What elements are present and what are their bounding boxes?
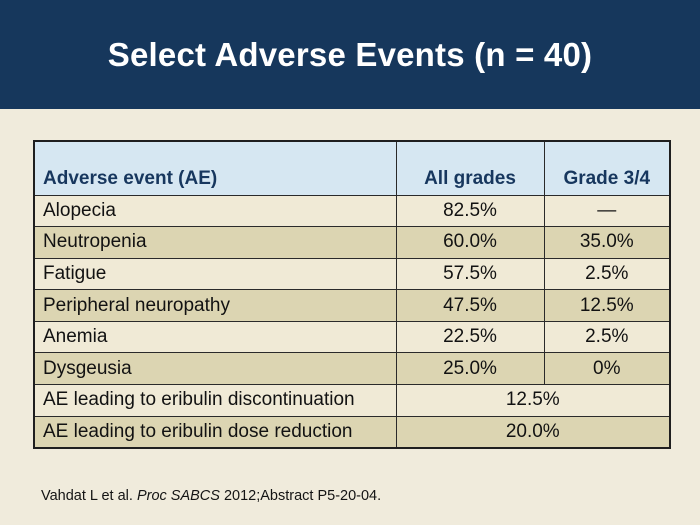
merged-value-cell: 20.0% (395, 415, 671, 449)
event-cell: Dysgeusia (33, 352, 397, 386)
adverse-events-table: Adverse event (AE) All grades Grade 3/4 … (33, 140, 671, 449)
table-row-discontinuation: AE leading to eribulin discontinuation 1… (33, 384, 671, 417)
table-row-peripheral-neuropathy: Peripheral neuropathy 47.5% 12.5% (33, 289, 671, 322)
grade-3-4-cell: 35.0% (543, 226, 671, 259)
table-row-dose-reduction: AE leading to eribulin dose reduction 20… (33, 415, 671, 449)
header-all-grades: All grades (395, 140, 545, 196)
grade-3-4-cell: 12.5% (543, 289, 671, 322)
table-row-alopecia: Alopecia 82.5% — (33, 194, 671, 228)
table-row-anemia: Anemia 22.5% 2.5% (33, 320, 671, 354)
event-cell: Fatigue (33, 257, 397, 291)
header-adverse-event: Adverse event (AE) (33, 140, 397, 196)
header-grade-3-4: Grade 3/4 (543, 140, 671, 196)
all-grades-cell: 47.5% (395, 289, 545, 322)
all-grades-cell: 25.0% (395, 352, 545, 386)
table-row-dysgeusia: Dysgeusia 25.0% 0% (33, 352, 671, 386)
grade-3-4-cell: 2.5% (543, 257, 671, 291)
event-cell: AE leading to eribulin dose reduction (33, 415, 397, 449)
table-row-neutropenia: Neutropenia 60.0% 35.0% (33, 226, 671, 259)
grade-3-4-cell: 2.5% (543, 320, 671, 354)
table-row-fatigue: Fatigue 57.5% 2.5% (33, 257, 671, 291)
merged-value-cell: 12.5% (395, 384, 671, 417)
event-cell: Alopecia (33, 194, 397, 228)
all-grades-cell: 57.5% (395, 257, 545, 291)
title-band: Select Adverse Events (n = 40) (0, 0, 700, 109)
slide-title: Select Adverse Events (n = 40) (107, 35, 593, 73)
all-grades-cell: 22.5% (395, 320, 545, 354)
citation-reference: 2012;Abstract P5-20-04. (219, 488, 382, 504)
event-cell: AE leading to eribulin discontinuation (33, 384, 397, 417)
event-cell: Peripheral neuropathy (33, 289, 397, 322)
all-grades-cell: 82.5% (395, 194, 545, 228)
grade-3-4-cell: — (543, 194, 671, 228)
event-cell: Neutropenia (33, 226, 397, 259)
event-cell: Anemia (33, 320, 397, 354)
citation-authors: Vahdat L et al. (41, 488, 137, 504)
citation-source: Proc SABCS (136, 488, 220, 504)
all-grades-cell: 60.0% (395, 226, 545, 259)
citation: Vahdat L et al. Proc SABCS 2012;Abstract… (41, 488, 381, 504)
grade-3-4-cell: 0% (543, 352, 671, 386)
table-header-row: Adverse event (AE) All grades Grade 3/4 (33, 140, 671, 196)
